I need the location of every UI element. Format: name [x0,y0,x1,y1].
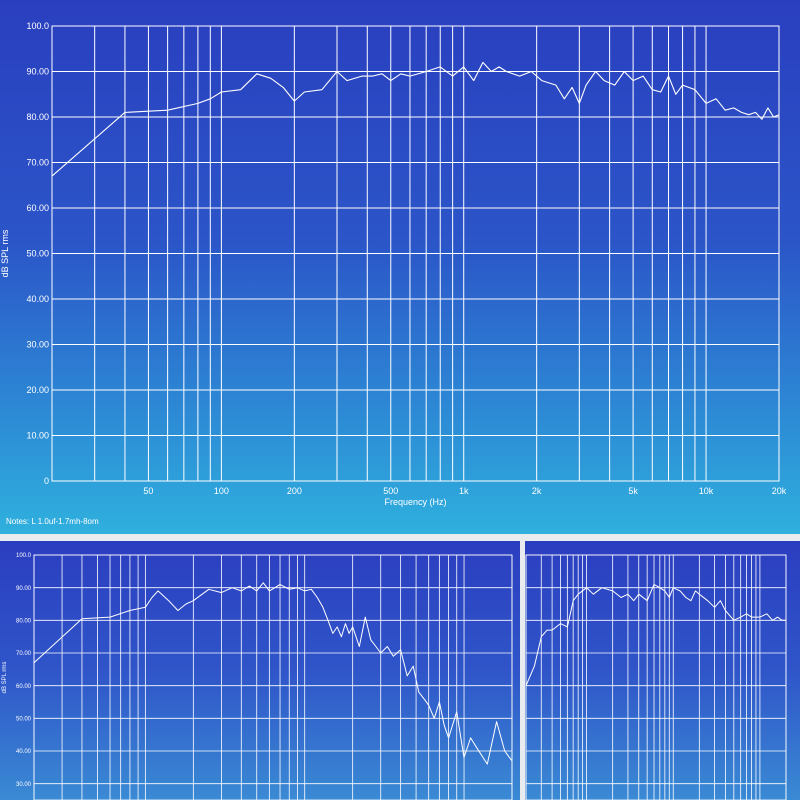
bottom-left-frequency-response-chart: 30.00 40.00 50.00 60.00 70.00 80.00 90.00 100.0… [2,553,513,800]
grid [33,554,513,800]
y-tick-label: 50.00 [16,716,32,722]
response-curve-0 [51,61,780,177]
y-tick-label: 70.00 [16,651,32,657]
bottom-right-chart-panel [525,541,800,800]
y-tick-label: 20.00 [26,385,49,395]
y-tick-label: 0 [44,476,49,486]
grid [51,25,780,482]
y-tick-label: 50.00 [26,249,49,259]
notes-text: Notes: L 1.0uf-1.7mh-8om [6,517,99,526]
bottom-left-chart-panel: 30.00 40.00 50.00 60.00 70.00 80.00 90.00 100.0… [0,541,520,800]
y-tick-label: 80.00 [26,112,49,122]
y-tick-label: 40.00 [26,294,49,304]
y-tick-label: 90.00 [26,67,49,77]
x-tick-label: 2k [532,486,542,496]
x-tick-label: 100 [214,486,229,496]
y-tick-label: 90.00 [16,586,32,592]
x-tick-label: 20k [772,486,787,496]
main-frequency-response-chart: 0 10.00 20.00 30.00 40.00 50.00 60.00 70.00 80.0… [0,21,787,507]
response-curve-0 [525,583,786,686]
x-tick-label: 200 [287,486,302,496]
y-axis-label: dB SPL rms [0,229,10,277]
y-tick-label: 30.00 [16,782,32,788]
main-chart-panel: 0 10.00 20.00 30.00 40.00 50.00 60.00 70.00 80.0… [0,0,800,534]
y-tick-label: 30.00 [26,340,49,350]
y-axis-label: dB SPL rms [2,662,8,694]
y-tick-label: 100.0 [26,21,49,31]
plot-frame [33,554,513,800]
y-tick-label: 100.0 [16,553,32,559]
y-tick-label: 10.00 [26,431,49,441]
response-curve-0 [33,582,513,765]
x-tick-label: 10k [699,486,714,496]
x-tick-label: 1k [459,486,469,496]
bottom-right-frequency-response-chart [525,554,787,800]
grid [525,554,787,800]
x-axis-label: Frequency (Hz) [384,497,446,507]
x-tick-label: 50 [143,486,153,496]
plot-frame [525,554,787,800]
y-tick-label: 60.00 [16,684,32,690]
y-tick-label: 60.00 [26,203,49,213]
x-tick-label: 5k [628,486,638,496]
y-tick-label: 80.00 [16,618,32,624]
plot-frame [51,25,780,482]
y-tick-label: 70.00 [26,158,49,168]
y-tick-label: 40.00 [16,749,32,755]
x-tick-label: 500 [383,486,398,496]
